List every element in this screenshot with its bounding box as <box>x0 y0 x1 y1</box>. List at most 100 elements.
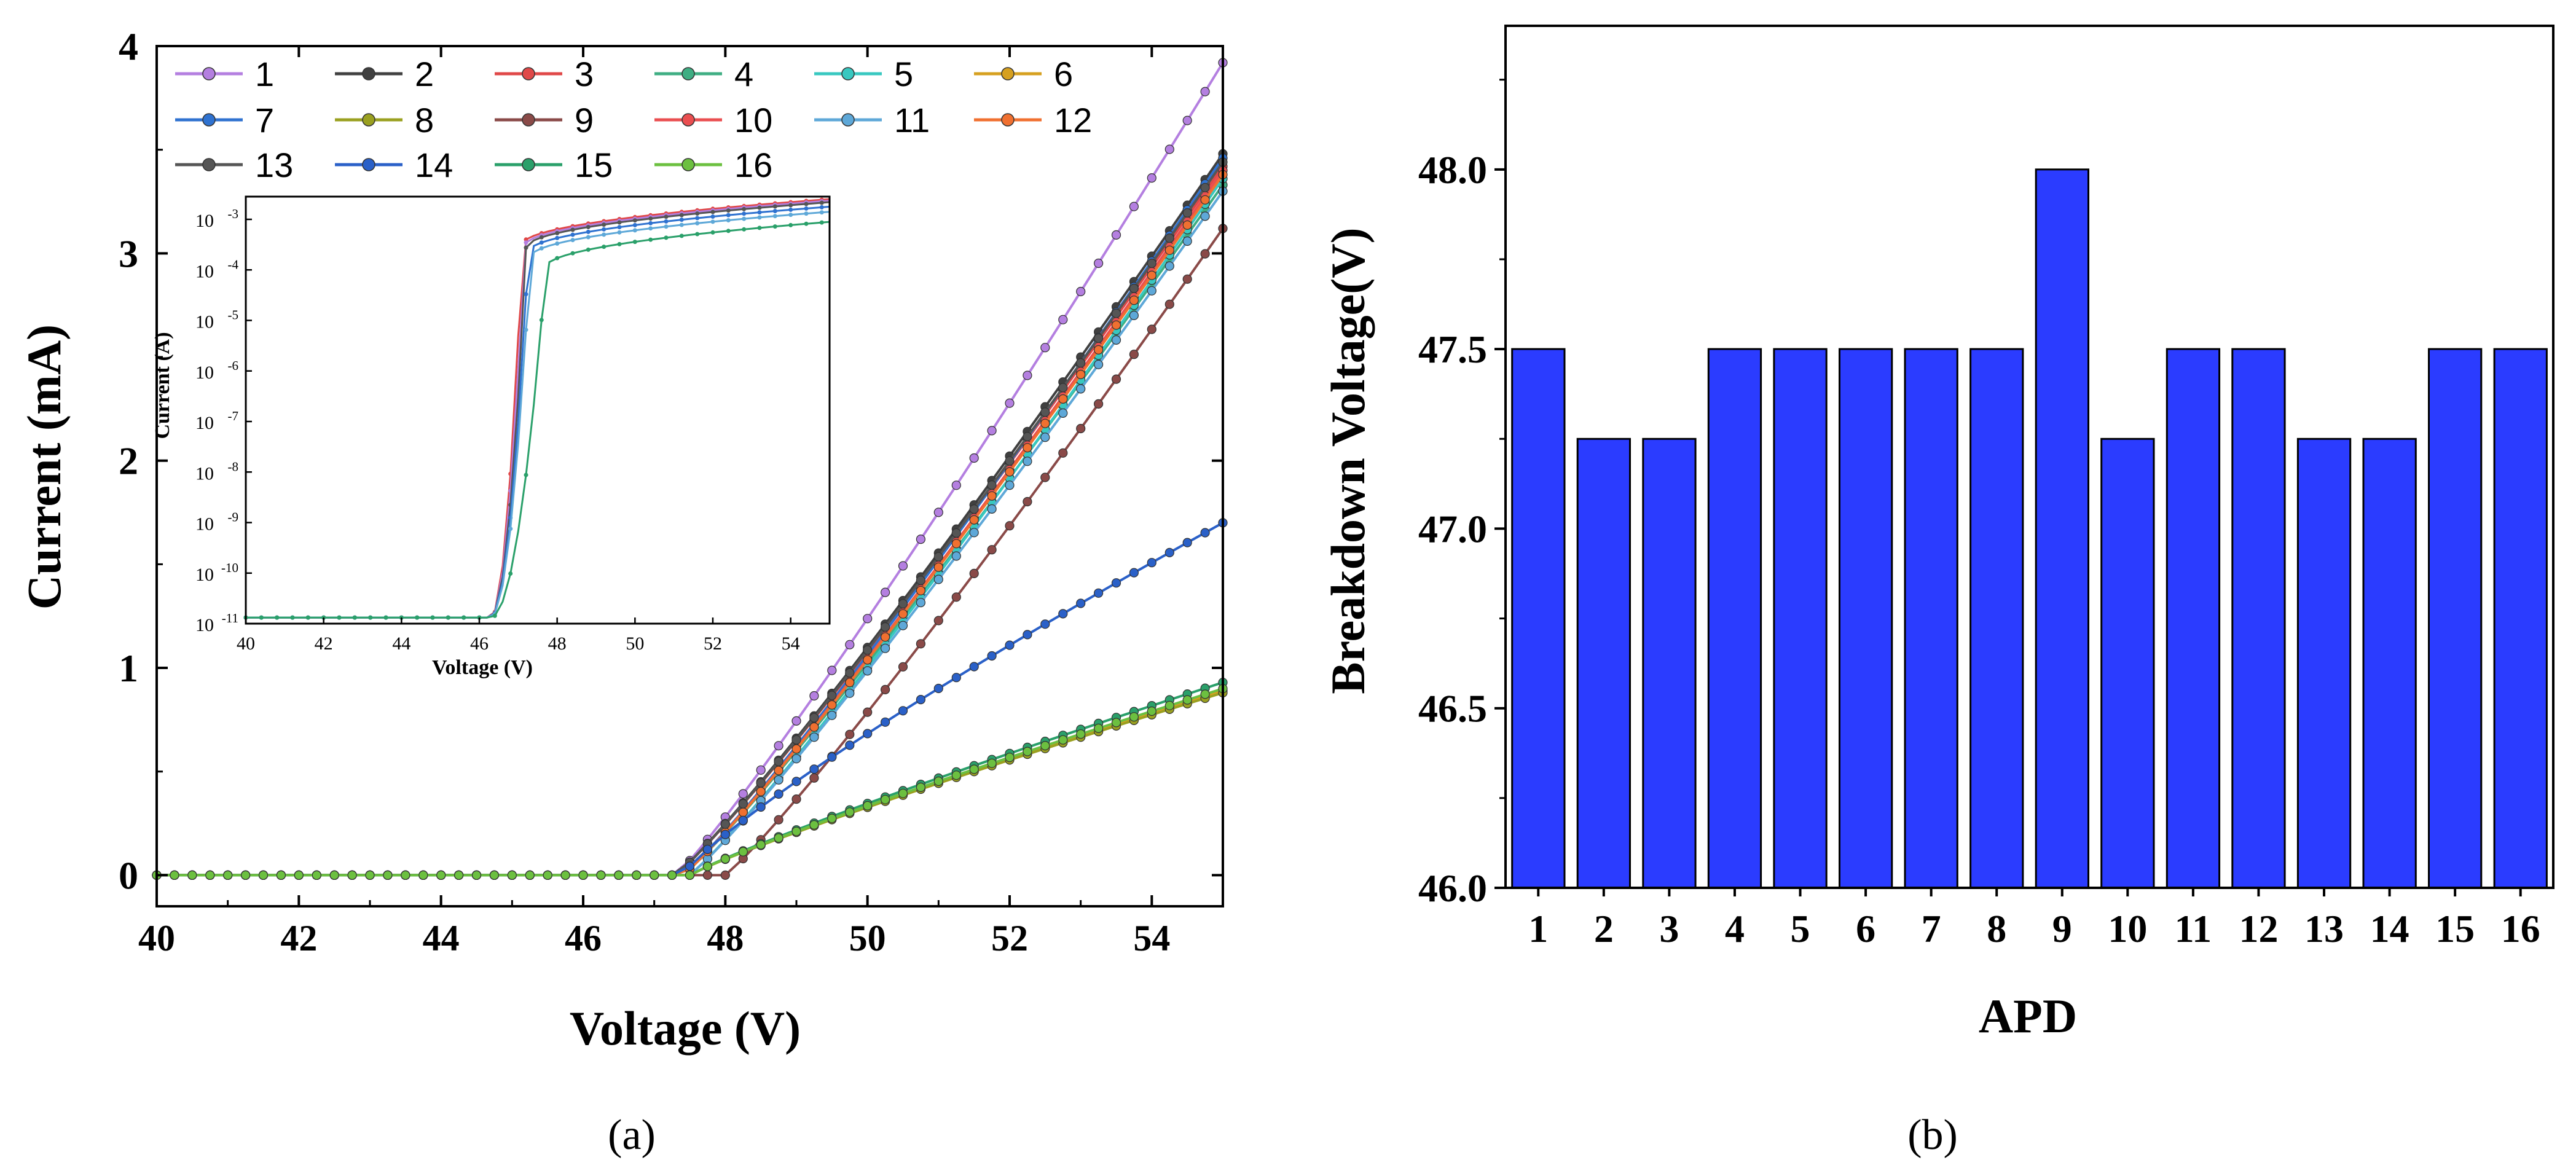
series-1-point <box>969 453 979 463</box>
series-9-point <box>809 773 819 783</box>
inset-y-tick-exponent: -4 <box>228 257 239 272</box>
series-11-point <box>791 754 801 764</box>
inset-series-point <box>586 247 591 252</box>
legend-item-11: 11 <box>814 101 930 139</box>
series-16-point <box>596 870 606 880</box>
series-14-point <box>987 651 997 661</box>
series-16-point <box>827 813 837 823</box>
series-8-group <box>152 688 1228 880</box>
inset-series-point <box>383 615 388 620</box>
inset-series-point <box>710 210 715 214</box>
inset-series-point <box>586 229 591 234</box>
series-1-point <box>1076 286 1086 297</box>
series-13-point <box>845 668 855 678</box>
inset-series-point <box>352 615 357 620</box>
inset-series-point <box>586 235 591 240</box>
series-11-point <box>845 688 855 698</box>
panel-label-a: (a) <box>608 1111 656 1159</box>
series-13-point <box>1182 208 1192 218</box>
legend-item-15: 15 <box>495 146 613 184</box>
series-14-point <box>685 861 695 871</box>
inset-y-tick-label: 10 <box>195 565 214 585</box>
inset-y-tick-exponent: -8 <box>228 459 239 474</box>
inset-y-tick-label: 10 <box>195 312 214 332</box>
series-14-point <box>738 815 748 825</box>
legend-label: 1 <box>255 55 274 93</box>
series-14-point <box>898 706 908 716</box>
series-1-point <box>809 691 819 701</box>
series-16-point <box>756 840 766 850</box>
inset-series-point <box>368 615 373 620</box>
series-14-point <box>791 777 801 786</box>
bar-apd-2 <box>1576 437 1631 889</box>
series-16-point <box>383 870 393 880</box>
series-9-point <box>969 568 979 579</box>
series-9-point <box>933 616 943 625</box>
legend-item-12: 12 <box>974 101 1092 139</box>
series-13-point <box>863 645 873 655</box>
inset-y-tick-exponent: -6 <box>228 358 239 373</box>
series-16-point <box>418 870 428 880</box>
inset-series-point <box>648 237 653 242</box>
legend-label: 5 <box>894 55 913 93</box>
series-16-point <box>969 764 979 774</box>
series-13-point <box>933 552 943 562</box>
series-11-point <box>1182 236 1192 246</box>
series-11-point <box>1129 310 1139 321</box>
y-tick-label: 4 <box>119 25 138 68</box>
legend-item-13: 13 <box>175 146 293 184</box>
series-12-point <box>1147 270 1156 280</box>
series-9-point <box>1005 521 1015 531</box>
series-11-point <box>1147 286 1156 296</box>
series-16-point <box>471 870 482 880</box>
series-9-point <box>1164 299 1174 309</box>
series-13-point <box>1023 431 1032 442</box>
y-tick-label: 2 <box>119 439 138 483</box>
series-14-point <box>1200 528 1210 538</box>
series-12-point <box>1164 245 1174 255</box>
series-1-point <box>933 508 943 517</box>
series-1-point <box>987 426 997 436</box>
inset-y-tick-label: 10 <box>195 413 214 433</box>
bar-apd-13 <box>2296 437 2352 889</box>
series-13-point <box>1005 456 1015 466</box>
series-16-point <box>329 870 339 880</box>
series-14-point <box>809 764 819 774</box>
inset-series-point <box>664 214 669 219</box>
main-series-layer <box>152 58 1228 880</box>
inset-series-point <box>524 245 528 250</box>
series-12-point <box>1093 345 1104 355</box>
series-13-point <box>1200 182 1210 192</box>
series-14-point <box>702 844 713 855</box>
series-14-point <box>1111 578 1121 588</box>
legend-label: 6 <box>1054 55 1073 93</box>
series-9-point <box>916 639 926 649</box>
series-13-point <box>1147 259 1156 269</box>
series-14-point <box>774 789 783 799</box>
series-1-point <box>880 587 890 597</box>
series-16-point <box>489 870 500 880</box>
series-1-point <box>791 716 801 726</box>
series-12-point <box>1023 443 1032 453</box>
series-11-point <box>774 775 783 785</box>
inset-series-point <box>679 218 684 222</box>
bar-apd-8 <box>1969 348 2024 889</box>
series-6-group <box>152 686 1228 880</box>
series-11-point <box>1200 211 1210 221</box>
series-1-point <box>1111 230 1121 240</box>
inset-series-point <box>305 615 310 620</box>
inset-series-point <box>648 216 653 221</box>
legend-label: 7 <box>255 101 274 139</box>
series-1-point <box>1040 343 1050 353</box>
inset-series-point <box>804 211 809 216</box>
series-9-point <box>1111 374 1121 384</box>
series-16-point <box>650 870 659 880</box>
x-tick-label: 42 <box>280 918 317 958</box>
bar-apd-10 <box>2100 437 2155 889</box>
inset-series-point <box>602 222 607 227</box>
inset-series-point <box>602 245 607 249</box>
inset-series-line <box>246 221 830 619</box>
series-16-point <box>365 870 375 880</box>
inset-series-point <box>632 218 637 223</box>
